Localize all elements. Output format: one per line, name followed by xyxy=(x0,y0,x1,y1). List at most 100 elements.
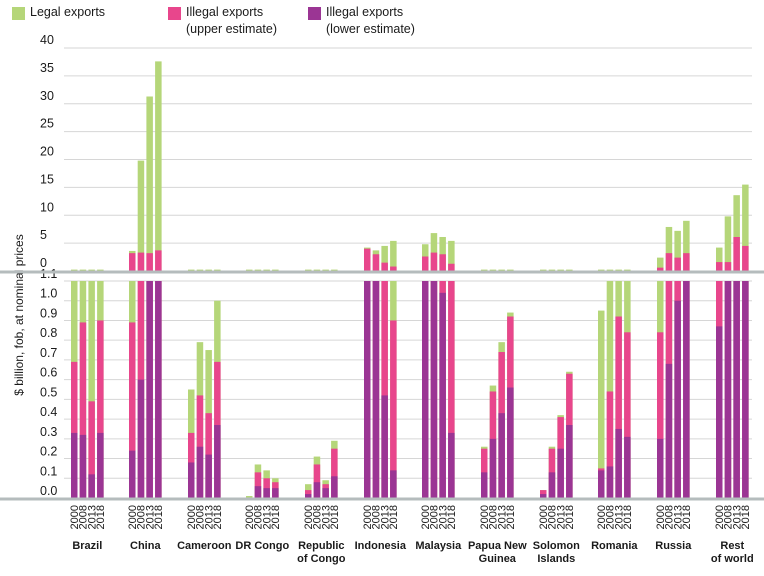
x-tick-year: 2018 xyxy=(95,505,107,529)
group-label: Malaysia xyxy=(415,540,462,552)
x-tick-year: 2008 xyxy=(312,505,324,529)
legend-sublabel-illegal-lower: (lower estimate) xyxy=(326,22,415,36)
bar-illegal-upper xyxy=(606,391,614,498)
bar-illegal-lower xyxy=(272,488,279,498)
x-tick-year: 2018 xyxy=(564,505,576,529)
y-tick-upper: 10 xyxy=(40,200,54,214)
x-tick-year: 2018 xyxy=(388,505,400,529)
bar-illegal-lower xyxy=(481,472,488,498)
group-label: China xyxy=(130,540,161,552)
x-tick-year: 2013 xyxy=(731,505,743,529)
bar-illegal-lower xyxy=(97,432,104,498)
y-tick-upper: 30 xyxy=(40,89,54,103)
bar-legal-upper-panel xyxy=(481,269,488,271)
bar-illegal-lower xyxy=(540,494,547,498)
bar-illegal-lower xyxy=(624,436,631,498)
x-tick-year: 2008 xyxy=(195,505,207,529)
bar-legal-upper-panel xyxy=(624,269,631,271)
x-tick-year: 2013 xyxy=(555,505,567,529)
bar-illegal-lower xyxy=(598,470,605,498)
bar-illegal-lower xyxy=(615,428,622,498)
x-tick-year: 2000 xyxy=(538,505,550,529)
bar-illegal-lower xyxy=(381,395,388,498)
bar-illegal-lower xyxy=(430,281,438,498)
bar-illegal-lower xyxy=(557,448,564,498)
group-label: Papua New xyxy=(468,540,527,552)
x-tick-year: 2000 xyxy=(596,505,608,529)
x-tick-year: 2018 xyxy=(740,505,752,529)
group-label: Romania xyxy=(591,540,638,552)
x-tick-year: 2000 xyxy=(303,505,315,529)
bar-illegal-lower xyxy=(665,363,673,498)
y-tick-lower: 0.1 xyxy=(40,464,57,478)
bar-illegal-upper xyxy=(448,281,455,498)
legend-label-illegal-upper: Illegal exports xyxy=(186,5,264,19)
bar-legal-upper-panel xyxy=(71,269,78,271)
group-label: Solomon xyxy=(533,540,580,552)
bar-illegal-lower xyxy=(498,413,505,498)
bar-legal-upper-panel xyxy=(430,233,438,271)
bar-illegal-lower xyxy=(733,281,740,498)
bar-legal-upper-panel xyxy=(381,245,388,271)
x-tick-year: 2008 xyxy=(723,505,735,529)
bar-illegal-upper-panel xyxy=(716,262,723,271)
bar-legal-upper-panel xyxy=(322,269,329,271)
bar-illegal-upper xyxy=(657,332,664,498)
bar-illegal-lower xyxy=(205,454,212,498)
x-tick-year: 2000 xyxy=(244,505,256,529)
bar-illegal-lower xyxy=(254,486,262,498)
x-tick-year: 2018 xyxy=(681,505,693,529)
bar-illegal-upper-panel xyxy=(137,252,145,271)
bar-legal-upper-panel xyxy=(674,230,681,271)
bar-legal-upper-panel xyxy=(214,269,221,271)
bar-illegal-lower xyxy=(146,281,153,498)
x-tick-year: 2008 xyxy=(547,505,559,529)
bar-illegal-upper xyxy=(129,322,136,498)
bar-legal-upper-panel xyxy=(439,236,446,271)
bar-legal-upper-panel xyxy=(137,160,145,271)
x-tick-year: 2013 xyxy=(320,505,332,529)
bar-legal-upper-panel xyxy=(272,269,279,271)
group-label: Republic xyxy=(298,540,344,552)
x-tick-year: 2000 xyxy=(186,505,198,529)
bar-legal xyxy=(246,496,253,498)
x-tick-year: 2013 xyxy=(613,505,625,529)
y-tick-upper: 15 xyxy=(40,172,54,186)
x-tick-year: 2013 xyxy=(261,505,273,529)
bar-legal-upper-panel xyxy=(155,61,162,271)
bar-illegal-upper xyxy=(624,332,631,498)
bar-illegal-upper-panel xyxy=(430,252,438,271)
y-tick-upper: 20 xyxy=(40,145,54,159)
bar-illegal-lower xyxy=(390,470,397,498)
x-tick-year: 2013 xyxy=(86,505,98,529)
y-tick-lower: 0.6 xyxy=(40,366,57,380)
y-tick-lower: 0.8 xyxy=(40,326,57,340)
y-tick-lower: 0.4 xyxy=(40,405,57,419)
x-tick-year: 2018 xyxy=(446,505,458,529)
bar-illegal-upper xyxy=(381,281,388,498)
bar-illegal-upper-panel xyxy=(657,267,664,271)
bar-illegal-upper xyxy=(97,320,104,498)
group-label-line2: Islands xyxy=(537,553,575,565)
bar-legal-upper-panel xyxy=(598,269,605,271)
bar-illegal-lower xyxy=(683,281,690,498)
bar-illegal-lower xyxy=(79,434,87,498)
bar-legal-upper-panel xyxy=(97,269,104,271)
y-tick-upper: 35 xyxy=(40,61,54,75)
bar-illegal-lower xyxy=(657,438,664,498)
bar-legal-upper-panel xyxy=(724,216,732,271)
y-tick-lower: 0.2 xyxy=(40,445,57,459)
bar-illegal-lower xyxy=(364,281,371,498)
bar-illegal-lower xyxy=(439,292,446,498)
bar-legal-upper-panel xyxy=(448,240,455,271)
bar-illegal-lower xyxy=(372,281,380,498)
x-tick-year: 2000 xyxy=(655,505,667,529)
x-tick-year: 2000 xyxy=(479,505,491,529)
x-tick-year: 2013 xyxy=(672,505,684,529)
x-tick-year: 2000 xyxy=(127,505,139,529)
bar-legal-upper-panel xyxy=(716,247,723,271)
bar-illegal-lower xyxy=(507,387,514,498)
x-tick-year: 2008 xyxy=(371,505,383,529)
y-tick-upper: 5 xyxy=(40,228,47,242)
